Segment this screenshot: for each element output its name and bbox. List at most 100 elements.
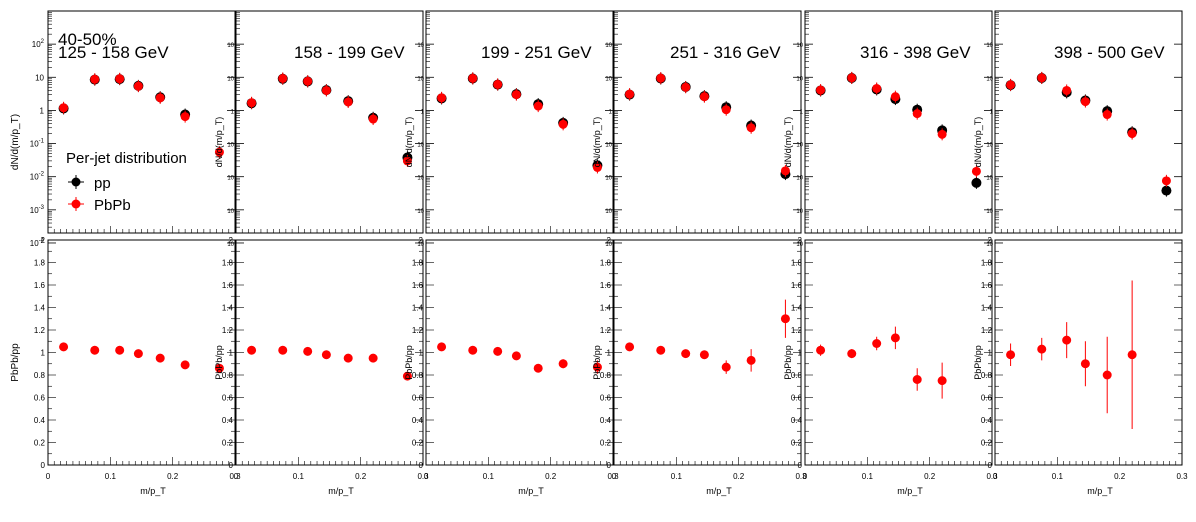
ratio-panel-5: 0 0.2 0.4 0.6 0.8 1 1.2 1.4 1.6 1.8 2 0 0.1 0.2 0.3 PbP… <box>973 236 1188 496</box>
ratio-point <box>937 376 947 386</box>
y-tick-label: 0.2 <box>981 439 993 448</box>
y-tick-label: 0.6 <box>412 394 424 403</box>
ratio-point <box>180 360 190 370</box>
ratio-point <box>511 351 521 361</box>
ratio-point <box>656 345 666 355</box>
ratio-point <box>343 353 353 363</box>
y-tick-label: 0.6 <box>981 394 993 403</box>
data-point-pbpb <box>1127 129 1137 139</box>
y-tick-label: 2 <box>229 236 234 245</box>
y-tick-label: 1.4 <box>791 304 803 313</box>
y-tick-label: 10 <box>796 176 803 182</box>
y-tick-label: 1.4 <box>34 304 46 313</box>
x-tick-label: 0.3 <box>607 472 619 481</box>
pt-bin-label: 125 - 158 GeV <box>58 43 169 62</box>
y-tick-label: 1 <box>419 349 424 358</box>
legend-pp-label: pp <box>94 175 111 192</box>
legend-pbpb-label: PbPb <box>94 197 131 214</box>
y-tick-label: 10-3 <box>30 205 45 215</box>
y-tick-label: 0.8 <box>412 371 424 380</box>
y-tick-label: 10 <box>986 176 993 182</box>
y-tick-label: 10 <box>796 76 803 82</box>
x-tick-label: 0.2 <box>355 472 367 481</box>
data-point-pbpb <box>1102 110 1112 120</box>
y-tick-label: 1.6 <box>34 281 46 290</box>
y-tick-label: 0 <box>419 461 424 470</box>
ratio-point <box>468 345 478 355</box>
y-tick-label: 0.6 <box>600 394 612 403</box>
x-tick-label: 0.1 <box>1052 472 1064 481</box>
y-tick-exponent: 2 <box>41 39 45 45</box>
data-point-pbpb <box>558 119 568 129</box>
y-tick-label: 1.4 <box>600 304 612 313</box>
y-tick-label: 0 <box>41 461 46 470</box>
x-tick-label: 0.3 <box>1176 472 1188 481</box>
pt-bin-label: 158 - 199 GeV <box>294 43 405 62</box>
y-axis-label: dN/d(m/p_T) <box>404 117 414 168</box>
pt-bin-label: 251 - 316 GeV <box>670 43 781 62</box>
y-tick-label: 10 <box>986 43 993 49</box>
x-tick-label: 0.2 <box>733 472 745 481</box>
y-axis-label: PbPb/pp <box>214 345 224 380</box>
y-axis-label: dN/d(m/p_T) <box>973 117 983 168</box>
y-tick-label: 0.4 <box>981 416 993 425</box>
y-tick-label: 1 <box>988 349 993 358</box>
ratio-frame <box>804 239 993 466</box>
y-tick-label: 1 <box>609 109 613 115</box>
ratio-panel-2: 0 0.2 0.4 0.6 0.8 1 1.2 1.4 1.6 1.8 2 0 0.1 0.2 0.3 PbP… <box>404 236 619 496</box>
ratio-point <box>890 333 900 343</box>
x-tick-label: 0 <box>612 472 617 481</box>
legend-title: Per-jet distribution <box>66 150 187 167</box>
x-tick-label: 0.3 <box>229 472 241 481</box>
x-tick-label: 0 <box>424 472 429 481</box>
data-point-pbpb <box>1062 85 1072 95</box>
annotations-layer: 40-50% Per-jet distribution pp PbPb <box>58 30 187 214</box>
x-axis-label: m/p_T <box>1087 486 1113 496</box>
y-axis-label: dN/d(m/p_T) <box>10 114 21 170</box>
data-point-pbpb <box>343 97 353 107</box>
y-tick-label: 10 <box>227 176 234 182</box>
y-tick-label: 1 <box>421 109 425 115</box>
y-tick-label: 0.6 <box>222 394 234 403</box>
y-tick-label: 1.2 <box>600 326 612 335</box>
y-axis-label: PbPb/pp <box>592 345 602 380</box>
x-tick-label: 0.1 <box>671 472 683 481</box>
y-tick-label: 10 <box>605 76 612 82</box>
y-tick-label: 1.8 <box>791 259 803 268</box>
y-tick-label: 0.8 <box>981 371 993 380</box>
y-tick-label: 10 <box>417 209 424 215</box>
data-point-pbpb <box>368 114 378 124</box>
x-axis-label: m/p_T <box>897 486 923 496</box>
y-tick-label: 1.2 <box>222 326 234 335</box>
y-tick-label: 2 <box>607 236 612 245</box>
ratio-point <box>558 359 568 369</box>
y-tick-label: 1 <box>41 349 46 358</box>
y-tick-label: 1 <box>231 109 235 115</box>
y-tick-label: 0.2 <box>34 439 46 448</box>
ratio-point <box>1037 344 1047 354</box>
x-tick-label: 0.3 <box>795 472 807 481</box>
ratio-frame <box>425 239 614 466</box>
ratio-point <box>493 346 503 356</box>
y-tick-label: 1.2 <box>412 326 424 335</box>
y-tick-label: 0.4 <box>34 416 46 425</box>
data-point-pbpb <box>780 166 790 176</box>
y-tick-label: 1.6 <box>791 281 803 290</box>
y-tick-exponent: -1 <box>39 139 45 145</box>
y-tick-label: 10 <box>417 143 424 149</box>
y-tick-label: 1.8 <box>981 259 993 268</box>
y-axis-label: PbPb/pp <box>783 345 793 380</box>
data-point-pbpb <box>278 73 288 83</box>
x-tick-label: 0.2 <box>1114 472 1126 481</box>
y-tick-label: 1 <box>990 109 994 115</box>
y-tick-label: 1 <box>229 349 234 358</box>
data-point-pbpb <box>155 93 165 103</box>
ratio-panel-3: 0 0.2 0.4 0.6 0.8 1 1.2 1.4 1.6 1.8 2 0 0.1 0.2 0.3 PbP… <box>592 236 807 496</box>
y-tick-label: 0 <box>607 461 612 470</box>
ratio-point <box>115 345 125 355</box>
x-axis-label: m/p_T <box>518 486 544 496</box>
ratio-point <box>1102 370 1112 380</box>
x-axis-label: m/p_T <box>328 486 354 496</box>
